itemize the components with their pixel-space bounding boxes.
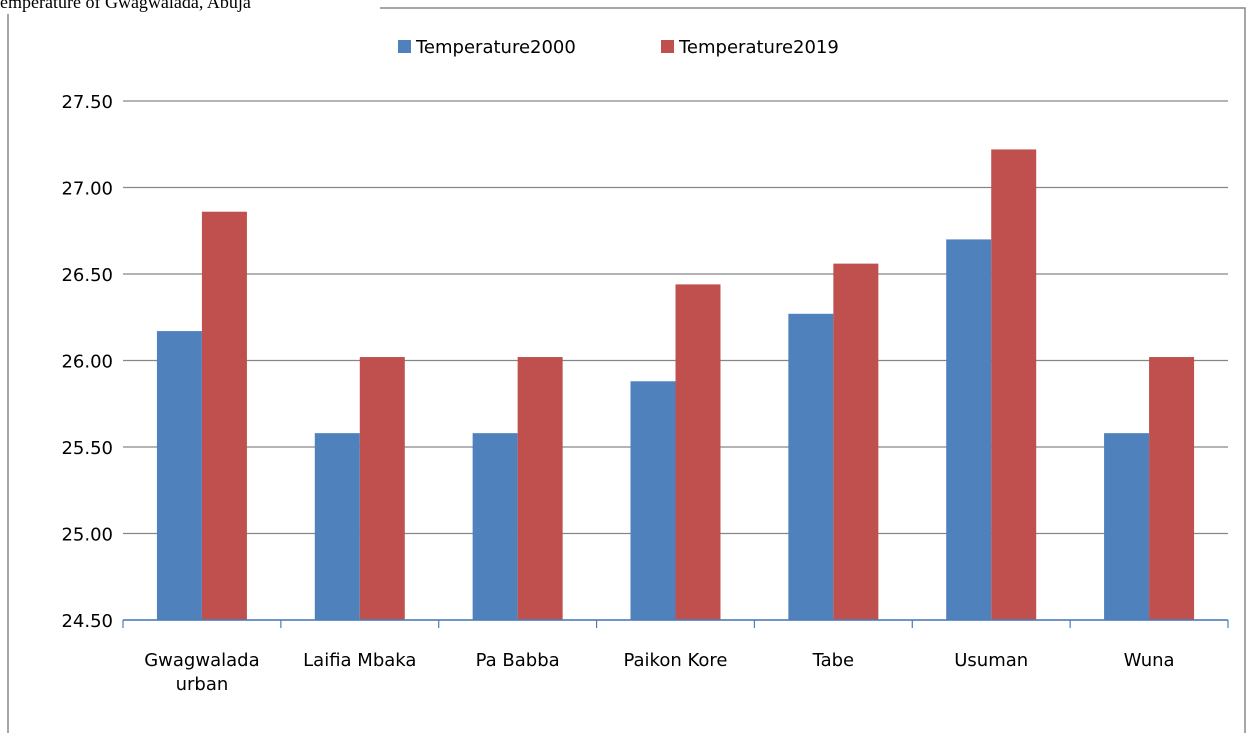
- x-tick-label: Pa Babba: [476, 650, 560, 671]
- y-tick-label: 25.00: [61, 525, 113, 546]
- bar: [156, 331, 202, 620]
- x-tick-label: Laifia Mbaka: [303, 650, 416, 671]
- y-tick-label: 27.00: [61, 179, 113, 200]
- y-tick-label: 25.50: [61, 438, 113, 459]
- bar: [991, 149, 1037, 620]
- legend-swatch: [398, 40, 411, 53]
- x-tick-label: Paikon Kore: [623, 650, 727, 671]
- legend-swatch: [661, 40, 674, 53]
- bar: [675, 284, 721, 620]
- legend-label: Temperature2019: [678, 37, 839, 58]
- y-tick-label: 24.50: [61, 611, 113, 632]
- y-tick-label: 27.50: [61, 92, 113, 113]
- chart-frame: [7, 7, 1246, 733]
- legend-label: Temperature2000: [415, 37, 576, 58]
- bar: [630, 381, 676, 620]
- bar: [201, 211, 247, 620]
- bar: [1104, 433, 1150, 620]
- x-tick-label: Tabe: [812, 650, 855, 671]
- y-tick-label: 26.00: [61, 352, 113, 373]
- bar: [517, 357, 563, 620]
- bar: [788, 313, 834, 620]
- bar: [1149, 357, 1195, 620]
- x-tick-label: Gwagwalada urban: [144, 650, 259, 695]
- bar: [472, 433, 518, 620]
- x-tick-label: Wuna: [1124, 650, 1175, 671]
- chart-title: emperature of Gwagwalada, Abuja: [0, 0, 251, 12]
- bar: [314, 433, 360, 620]
- bar: [359, 357, 405, 620]
- bar: [946, 239, 992, 620]
- title-backdrop: [0, 0, 380, 14]
- x-tick-label: Usuman: [954, 650, 1028, 671]
- y-tick-label: 26.50: [61, 265, 113, 286]
- bar: [833, 263, 879, 620]
